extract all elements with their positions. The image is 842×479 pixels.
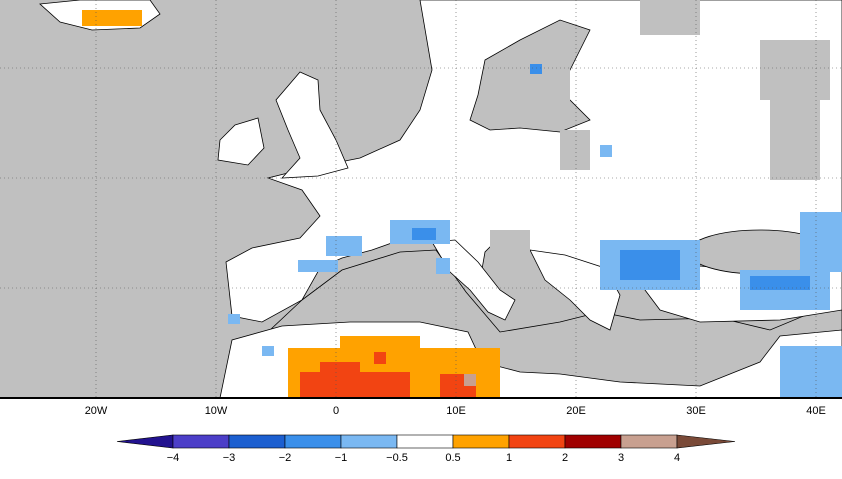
positive-anomaly bbox=[82, 10, 500, 398]
colorbar-segment bbox=[564, 434, 622, 449]
lon-label: 20E bbox=[566, 405, 586, 417]
colorbar-arrow bbox=[676, 434, 736, 449]
colorbar: −4 −3 −2 −1 −0.5 0.5 1 2 3 4 bbox=[116, 434, 736, 464]
colorbar-arrow bbox=[116, 434, 174, 449]
colorbar-label: 1 bbox=[506, 452, 512, 464]
map bbox=[0, 0, 842, 399]
colorbar-label: 0.5 bbox=[445, 452, 460, 464]
colorbar-label: 3 bbox=[618, 452, 624, 464]
colorbar-segment bbox=[172, 434, 230, 449]
colorbar-label: −4 bbox=[167, 452, 180, 464]
colorbar-label: 2 bbox=[562, 452, 568, 464]
lon-label: 20W bbox=[85, 405, 108, 417]
colorbar-label: −0.5 bbox=[386, 452, 408, 464]
colorbar-label: −1 bbox=[335, 452, 348, 464]
italy bbox=[431, 239, 516, 321]
lon-label: 10W bbox=[205, 405, 228, 417]
lon-label: 0 bbox=[333, 405, 339, 417]
lon-label: 40E bbox=[806, 405, 826, 417]
colorbar-label: −2 bbox=[279, 452, 292, 464]
lon-label: 30E bbox=[686, 405, 706, 417]
colorbar-segment bbox=[396, 434, 454, 449]
graticule bbox=[0, 0, 842, 398]
colorbar-segment bbox=[620, 434, 678, 449]
negative-anomaly bbox=[228, 64, 842, 398]
ireland bbox=[217, 117, 265, 166]
colorbar-segment bbox=[452, 434, 510, 449]
balkans bbox=[529, 249, 621, 331]
lon-label: 10E bbox=[446, 405, 466, 417]
colorbar-segment bbox=[340, 434, 398, 449]
great-britain bbox=[275, 71, 349, 179]
colorbar-label: 4 bbox=[674, 452, 680, 464]
longitude-labels: 20W 10W 0 10E 20E 30E 40E bbox=[85, 405, 826, 417]
missing-data bbox=[490, 0, 830, 270]
colorbar-segment bbox=[508, 434, 566, 449]
colorbar-segment bbox=[228, 434, 286, 449]
colorbar-label: −3 bbox=[223, 452, 236, 464]
colorbar-segment bbox=[284, 434, 342, 449]
